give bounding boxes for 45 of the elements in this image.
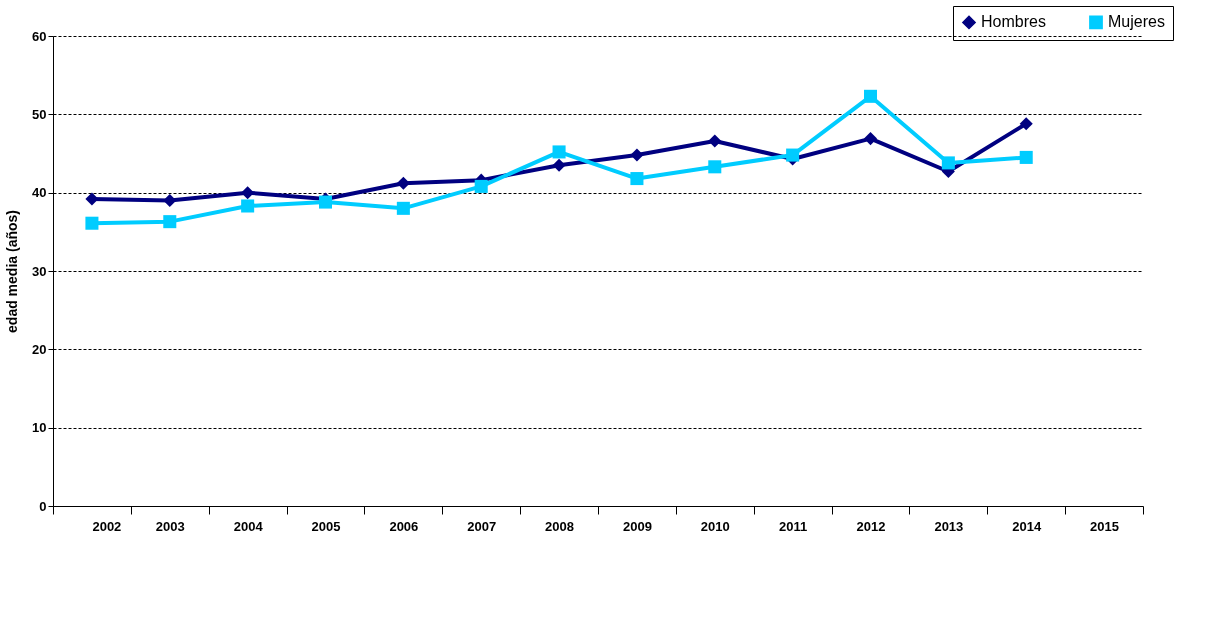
- y-tick-label: 20: [32, 341, 47, 357]
- x-tick-label: 2009: [622, 518, 652, 534]
- y-tick-label: 50: [32, 106, 47, 122]
- x-tick-label: 2010: [700, 518, 730, 534]
- y-tick-label: 0: [39, 498, 47, 514]
- legend-label: Mujeres: [1108, 13, 1165, 31]
- x-tick-label: 2013: [934, 518, 964, 534]
- y-tick-label: 30: [32, 263, 47, 279]
- point: [396, 201, 410, 215]
- point: [552, 158, 566, 172]
- point: [1019, 150, 1033, 164]
- legend-label: Hombres: [981, 13, 1046, 31]
- point: [474, 179, 488, 193]
- x-tick-label: 2002: [92, 518, 122, 534]
- point: [708, 160, 722, 174]
- y-tick-label: 10: [32, 420, 47, 436]
- point: [863, 132, 878, 146]
- point: [552, 145, 566, 159]
- x-tick-label: 2007: [467, 518, 497, 534]
- x-tick-label: 2011: [779, 518, 808, 534]
- point: [630, 172, 644, 186]
- point: [863, 89, 878, 103]
- point: [163, 215, 177, 229]
- point: [786, 148, 800, 162]
- point: [163, 193, 177, 208]
- point: [85, 216, 99, 230]
- y-tick-label: 40: [32, 185, 47, 201]
- point: [630, 148, 644, 162]
- x-tick-label: 2005: [311, 518, 341, 534]
- point: [241, 199, 255, 213]
- y-tick-label: 60: [32, 28, 47, 44]
- point: [396, 176, 410, 190]
- point: [708, 134, 722, 148]
- point: [941, 156, 955, 170]
- x-tick-label: 2015: [1090, 518, 1120, 534]
- y-axis-title: edad media (años): [4, 210, 21, 333]
- point: [85, 192, 99, 206]
- x-tick-label: 2014: [1012, 518, 1042, 534]
- point: [1019, 117, 1033, 131]
- x-tick-label: 2008: [545, 518, 575, 534]
- point: [241, 186, 255, 200]
- x-tick-label: 2006: [389, 518, 419, 534]
- x-tick-label: 2003: [155, 518, 185, 534]
- x-tick-label: 2004: [233, 518, 264, 534]
- x-tick-label: 2012: [856, 518, 886, 534]
